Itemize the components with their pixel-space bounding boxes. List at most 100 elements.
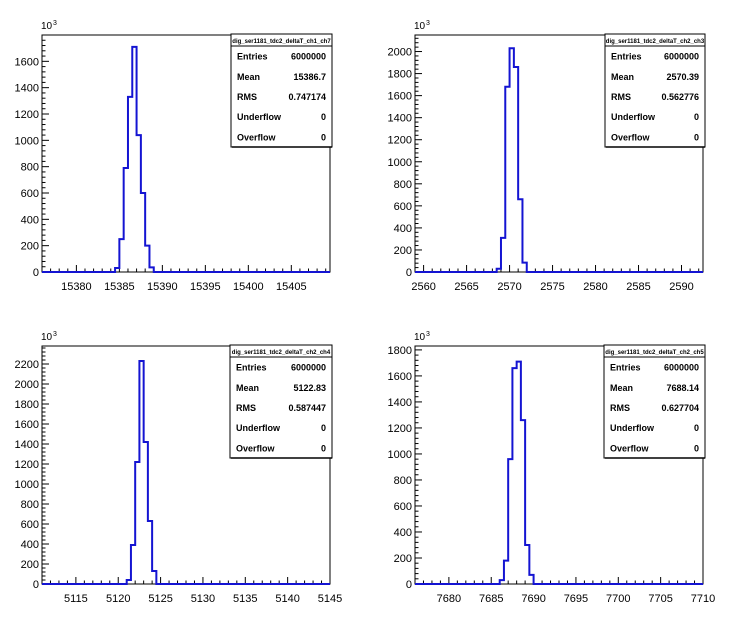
x-tick-label: 7685 xyxy=(479,593,503,605)
histogram-line xyxy=(415,47,703,273)
stats-label: Mean xyxy=(611,72,634,82)
stats-box xyxy=(603,344,706,459)
x-tick-label: 2570 xyxy=(497,281,521,293)
y-tick-label: 1200 xyxy=(15,109,39,121)
y-tick-label: 800 xyxy=(394,179,412,191)
y-multiplier-label: 10 xyxy=(41,21,53,32)
y-tick-label: 0 xyxy=(406,267,412,279)
y-tick-label: 1600 xyxy=(388,91,412,103)
y-tick-label: 0 xyxy=(33,267,39,279)
y-multiplier-exponent: 3 xyxy=(426,331,430,338)
histogram-bin xyxy=(522,263,526,272)
stats-box xyxy=(230,33,333,148)
stats-value: 0 xyxy=(321,112,326,122)
x-tick-label: 5130 xyxy=(191,593,215,605)
stats-box xyxy=(604,33,706,148)
y-multiplier-exponent: 3 xyxy=(426,20,430,27)
histogram-bin xyxy=(131,545,135,584)
stats-value: 6000000 xyxy=(291,52,326,62)
y-tick-label: 2000 xyxy=(388,47,412,59)
histogram-bin xyxy=(504,561,508,584)
x-tick-label: 2560 xyxy=(411,281,435,293)
y-tick-label: 400 xyxy=(21,214,39,226)
stats-value: 7688.14 xyxy=(666,383,699,393)
y-tick-label: 600 xyxy=(21,519,39,531)
y-tick-label: 1800 xyxy=(388,69,412,81)
y-tick-label: 1000 xyxy=(15,479,39,491)
y-multiplier-label: 10 xyxy=(414,21,426,32)
histogram-bin xyxy=(501,238,505,272)
y-tick-label: 400 xyxy=(21,539,39,551)
stats-title: dig_ser1181_tdc2_deltaT_ch2_ch3 xyxy=(606,39,705,45)
y-multiplier-exponent: 3 xyxy=(53,331,57,338)
histogram-bin xyxy=(514,67,518,272)
x-tick-label: 7695 xyxy=(564,593,588,605)
y-tick-label: 200 xyxy=(21,559,39,571)
x-tick-label: 2565 xyxy=(454,281,478,293)
histogram-bin xyxy=(135,462,139,584)
y-tick-label: 600 xyxy=(394,501,412,513)
histogram-bin xyxy=(139,361,143,584)
y-tick-label: 0 xyxy=(33,579,39,591)
y-tick-label: 0 xyxy=(406,579,412,591)
y-tick-label: 1800 xyxy=(388,345,412,357)
y-tick-label: 600 xyxy=(394,201,412,213)
y-tick-label: 2200 xyxy=(15,359,39,371)
histogram-bin xyxy=(510,48,514,272)
x-tick-label: 2580 xyxy=(583,281,607,293)
y-tick-label: 600 xyxy=(21,188,39,200)
histogram-line xyxy=(42,360,330,585)
stats-label: Overflow xyxy=(611,132,651,142)
stats-label: RMS xyxy=(610,403,630,413)
y-tick-label: 200 xyxy=(394,245,412,257)
stats-value: 6000000 xyxy=(291,363,326,373)
stats-value: 0 xyxy=(321,132,326,142)
x-tick-label: 7700 xyxy=(606,593,630,605)
y-tick-label: 1400 xyxy=(388,113,412,125)
x-tick-label: 15395 xyxy=(190,281,221,293)
x-tick-label: 15400 xyxy=(233,281,264,293)
x-tick-label: 5115 xyxy=(64,593,88,605)
x-tick-label: 2590 xyxy=(669,281,693,293)
x-tick-label: 15380 xyxy=(61,281,92,293)
stats-value: 5122.83 xyxy=(293,383,326,393)
stats-value: 0 xyxy=(694,443,699,453)
stats-label: Mean xyxy=(237,72,260,82)
histogram-bin xyxy=(517,362,521,584)
stats-label: RMS xyxy=(237,92,257,102)
x-tick-label: 15405 xyxy=(276,281,307,293)
stats-value: 0 xyxy=(694,423,699,433)
y-tick-label: 1600 xyxy=(15,419,39,431)
y-tick-label: 1800 xyxy=(15,399,39,411)
histogram-line xyxy=(42,45,330,273)
stats-value: 0 xyxy=(694,112,699,122)
x-tick-label: 5135 xyxy=(233,593,257,605)
stats-label: Entries xyxy=(610,363,641,373)
y-tick-label: 1400 xyxy=(15,83,39,95)
stats-label: RMS xyxy=(236,403,256,413)
x-tick-label: 5140 xyxy=(275,593,299,605)
y-tick-label: 800 xyxy=(21,162,39,174)
histogram-bin xyxy=(115,268,119,272)
histogram-bin xyxy=(521,420,525,584)
histogram-bin xyxy=(145,246,149,272)
stats-label: Mean xyxy=(236,383,259,393)
stats-value: 0.747174 xyxy=(288,92,326,102)
x-tick-label: 7710 xyxy=(691,593,715,605)
stats-label: Underflow xyxy=(611,112,656,122)
y-tick-label: 400 xyxy=(394,223,412,235)
y-tick-label: 1000 xyxy=(15,135,39,147)
histogram-bin xyxy=(148,521,152,584)
y-tick-label: 1600 xyxy=(388,371,412,383)
histogram-bin xyxy=(508,459,512,584)
stats-value: 15386.7 xyxy=(293,72,326,82)
histogram-bin xyxy=(128,97,132,272)
stats-label: Underflow xyxy=(610,423,655,433)
x-tick-label: 15390 xyxy=(147,281,178,293)
stats-label: Underflow xyxy=(236,423,281,433)
stats-label: Mean xyxy=(610,383,633,393)
x-tick-label: 7680 xyxy=(437,593,461,605)
histogram-bin xyxy=(144,442,148,584)
histogram-bin xyxy=(124,168,128,272)
